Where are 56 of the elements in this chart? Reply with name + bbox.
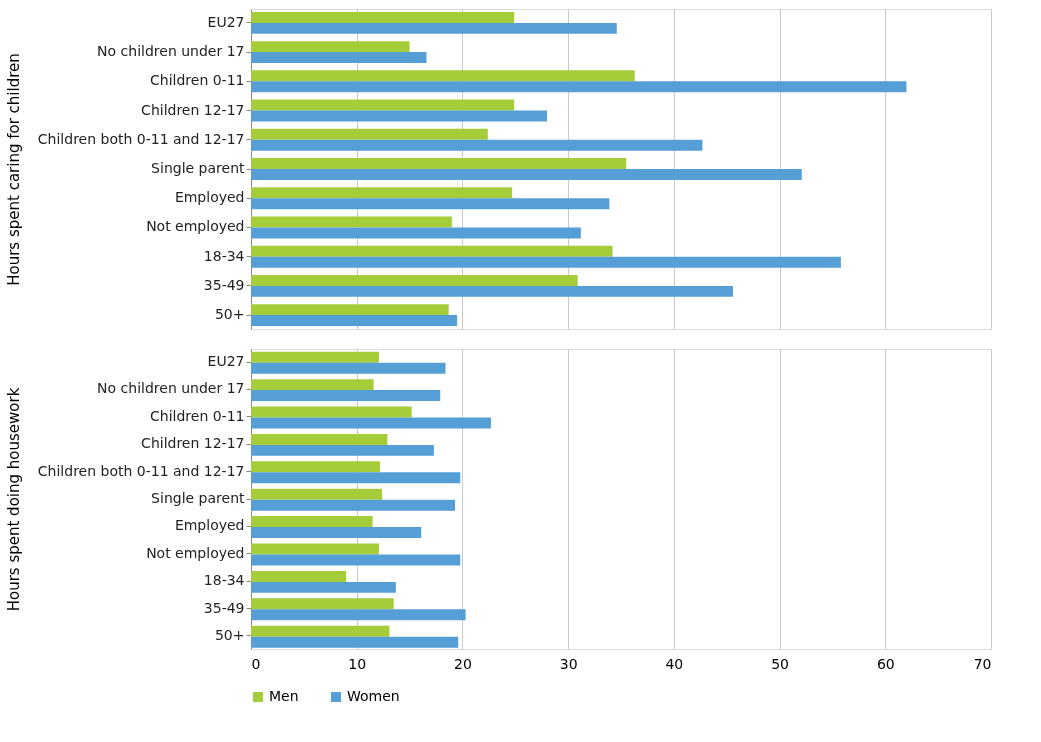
y-tick-label: Not employed	[146, 218, 245, 235]
y-tick-label: No children under 17	[97, 380, 245, 397]
y-tick-label: 50+	[214, 306, 245, 323]
bar	[251, 81, 907, 93]
bar	[251, 227, 581, 239]
bar	[251, 110, 547, 122]
bar	[251, 11, 515, 23]
bar	[251, 304, 449, 316]
bar	[251, 285, 734, 297]
y-tick-label: No children under 17	[97, 43, 245, 60]
y-tick-label: Children 0-11	[150, 72, 245, 89]
x-tick-label: 0	[251, 655, 261, 672]
x-tick-label: 10	[348, 655, 367, 672]
bar	[251, 99, 515, 111]
bar	[251, 169, 802, 180]
y-tick-label: 18-34	[203, 572, 245, 589]
bar	[251, 274, 578, 286]
y-tick-label: 35-49	[203, 276, 245, 293]
bar	[251, 22, 617, 34]
bar	[251, 128, 488, 140]
x-tick-label: 20	[454, 655, 472, 672]
bar	[251, 216, 452, 228]
y-tick-label: Children 12-17	[141, 101, 245, 118]
bar	[251, 315, 458, 327]
y-tick-label: Single parent	[151, 490, 245, 506]
y-tick-label: 18-34	[203, 247, 245, 264]
y-axis-title: Hours spent caring for children	[4, 53, 23, 286]
y-tick-label: Employed	[174, 189, 245, 206]
bar	[251, 158, 627, 169]
y-tick-label: EU27	[207, 353, 245, 370]
bar	[251, 245, 613, 257]
legend-label: Men	[269, 688, 299, 704]
bar	[251, 198, 610, 210]
y-tick-label: Not employed	[146, 544, 245, 561]
y-tick-label: Children 0-11	[150, 407, 245, 424]
y-axis-title: Hours spent doing housework	[4, 387, 23, 612]
bar	[251, 256, 841, 268]
y-tick-label: Children both 0-11 and 12-17	[37, 130, 245, 147]
x-tick-label: 40	[665, 655, 684, 672]
legend-label: Women	[347, 688, 400, 704]
bar	[251, 139, 703, 151]
x-tick-label: 50	[771, 655, 789, 672]
y-tick-label: 35-49	[203, 599, 245, 616]
bar	[251, 41, 410, 53]
y-tick-label: Single parent	[151, 160, 245, 176]
y-tick-label: Employed	[174, 517, 245, 534]
y-tick-label: Children both 0-11 and 12-17	[37, 462, 245, 479]
bar	[251, 52, 427, 64]
x-tick-label: 70	[973, 655, 992, 672]
x-tick-label: 60	[876, 655, 895, 672]
bar	[251, 187, 513, 199]
bar	[251, 70, 635, 82]
y-tick-label: EU27	[207, 13, 245, 30]
y-tick-label: Children 12-17	[141, 435, 245, 452]
x-tick-label: 30	[559, 655, 578, 672]
y-tick-label: 50+	[214, 626, 245, 643]
